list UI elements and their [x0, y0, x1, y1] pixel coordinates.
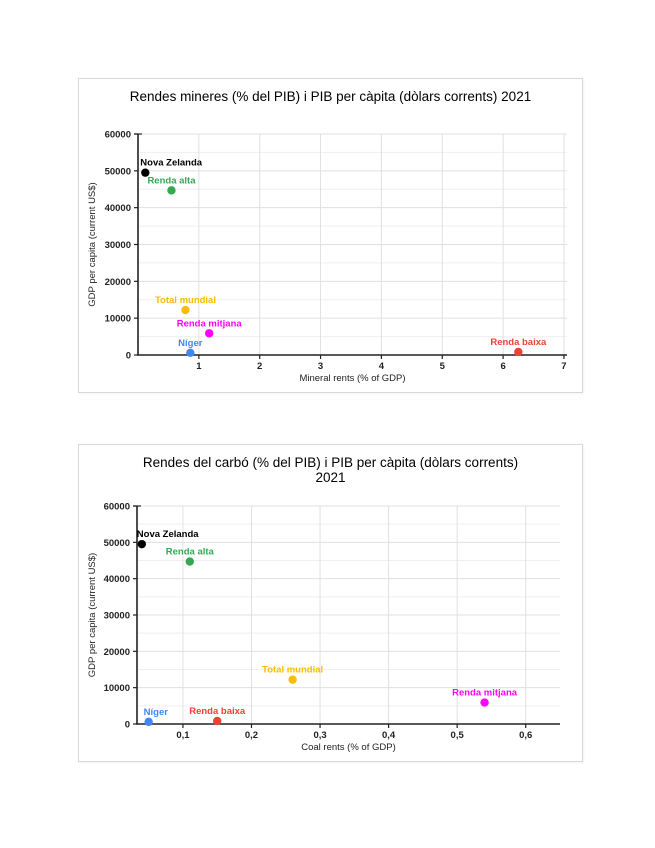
mineral-chart-title: Rendes mineres (% del PIB) i PIB per càp… [79, 89, 582, 104]
x-tick-label: 7 [561, 361, 566, 372]
y-axis-title: GDP per capita (current US$) [87, 182, 98, 306]
point-label: Níger [178, 338, 203, 349]
data-point [137, 539, 146, 549]
x-tick-label: 6 [500, 361, 505, 372]
point-label: Renda mitjana [452, 688, 518, 699]
mineral-rents-chart-card: Rendes mineres (% del PIB) i PIB per càp… [78, 78, 583, 393]
y-tick-label: 60000 [104, 502, 130, 513]
chart-title-line: Rendes mineres (% del PIB) i PIB per càp… [129, 89, 532, 104]
chart-title-line: Rendes del carbó (% del PIB) i PIB per c… [142, 455, 519, 470]
y-tick-label: 10000 [104, 683, 130, 694]
coal-chart-title: Rendes del carbó (% del PIB) i PIB per c… [79, 455, 582, 485]
x-tick-label: 0,2 [245, 730, 258, 741]
y-tick-label: 20000 [105, 277, 131, 288]
y-tick-label: 50000 [105, 166, 131, 177]
data-point [167, 186, 176, 195]
y-tick-label: 20000 [104, 647, 130, 658]
x-tick-label: 1 [196, 361, 202, 372]
y-tick-label: 40000 [105, 203, 131, 214]
point-label: Níger [144, 707, 169, 718]
x-tick-label: 0,6 [519, 730, 532, 741]
y-tick-label: 30000 [105, 240, 131, 251]
data-point [514, 347, 523, 357]
point-label: Renda baixa [189, 706, 246, 717]
x-axis-title: Coal rents (% of GDP) [301, 742, 396, 753]
coal-rents-chart-card: Rendes del carbó (% del PIB) i PIB per c… [78, 444, 583, 762]
y-axis-title: GDP per capita (current US$) [87, 553, 98, 677]
coal-rents-scatter-plot: 0 10000 20000 30000 40000 50000 60000 0,1 0,2 0,3… [87, 502, 560, 753]
x-tick-label: 0,3 [313, 730, 326, 741]
y-tick-label: 10000 [105, 314, 131, 325]
data-point [186, 348, 195, 358]
data-point [480, 698, 489, 707]
point-label: Nova Zelanda [137, 529, 199, 540]
y-tick-label: 50000 [104, 538, 130, 549]
y-tick-label: 0 [126, 351, 131, 362]
x-tick-label: 2 [257, 361, 262, 372]
data-point [144, 717, 153, 727]
point-label: Renda baixa [490, 337, 547, 348]
data-point [181, 305, 190, 315]
y-tick-label: 40000 [104, 574, 130, 585]
point-label: Nova Zelanda [140, 158, 202, 169]
x-tick-label: 0,4 [382, 730, 396, 741]
x-tick-label: 0,5 [451, 730, 465, 741]
x-tick-label: 4 [379, 361, 385, 372]
data-point [288, 675, 297, 684]
mineral-rents-scatter-plot: 0 10000 20000 30000 40000 50000 60000 1 2 3 4 5 6 7 Mi… [87, 130, 567, 384]
point-label: Total mundial [155, 295, 216, 306]
point-label: Renda alta [147, 175, 196, 186]
x-axis-title: Mineral rents (% of GDP) [299, 373, 405, 384]
chart-title-line: 2021 [315, 470, 346, 485]
x-tick-label: 3 [318, 361, 323, 372]
data-point [185, 557, 194, 566]
x-tick-label: 5 [440, 361, 446, 372]
y-tick-label: 60000 [105, 130, 131, 141]
data-point [204, 329, 214, 338]
point-label: Total mundial [262, 665, 323, 676]
y-tick-label: 30000 [104, 611, 130, 622]
point-label: Renda alta [166, 547, 215, 558]
data-point [141, 168, 150, 177]
data-point [213, 716, 222, 726]
y-tick-label: 0 [125, 720, 130, 731]
x-tick-label: 0,1 [176, 730, 190, 741]
point-label: Renda mitjana [177, 318, 243, 329]
